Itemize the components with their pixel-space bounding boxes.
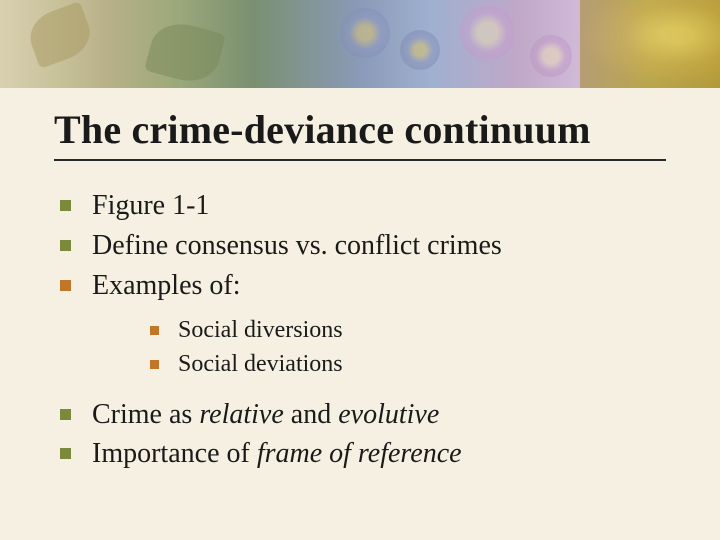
bullet-item: Crime as relative and evolutive: [54, 396, 666, 434]
sub-bullet-text: Social diversions: [178, 317, 343, 343]
bullet-text: Figure 1-1: [92, 190, 209, 221]
bullet-text-italic: evolutive: [338, 399, 439, 430]
bullet-text-part: and: [284, 399, 338, 430]
sub-bullet-text: Social deviations: [178, 351, 343, 377]
bullet-item: Figure 1-1: [54, 187, 666, 225]
sub-bullet-list: Social diversions Social deviations: [146, 314, 666, 381]
bullet-text: Define consensus vs. conflict crimes: [92, 230, 502, 261]
slide-title: The crime-deviance continuum: [54, 106, 666, 161]
leaf-decoration: [144, 17, 226, 88]
slide-content: The crime-deviance continuum Figure 1-1 …: [0, 88, 720, 473]
flower-decoration: [460, 5, 515, 60]
flower-decoration: [340, 8, 390, 58]
sub-bullet-item: Social deviations: [146, 348, 666, 382]
leaf-decoration: [23, 1, 96, 69]
bullet-text-italic: frame of reference: [257, 438, 462, 469]
foliage-decoration: [580, 0, 720, 88]
bullet-list: Figure 1-1 Define consensus vs. conflict…: [54, 187, 666, 473]
bullet-text-part: Importance of: [92, 438, 257, 469]
bullet-text: Examples of:: [92, 270, 241, 301]
decorative-banner: [0, 0, 720, 88]
flower-decoration: [530, 35, 572, 77]
bullet-item: Examples of: Social diversions Social de…: [54, 267, 666, 382]
flower-decoration: [400, 30, 440, 70]
bullet-item: Define consensus vs. conflict crimes: [54, 227, 666, 265]
bullet-text-italic: relative: [199, 399, 283, 430]
bullet-text-part: Crime as: [92, 399, 199, 430]
bullet-item: Importance of frame of reference: [54, 435, 666, 473]
sub-bullet-item: Social diversions: [146, 314, 666, 348]
